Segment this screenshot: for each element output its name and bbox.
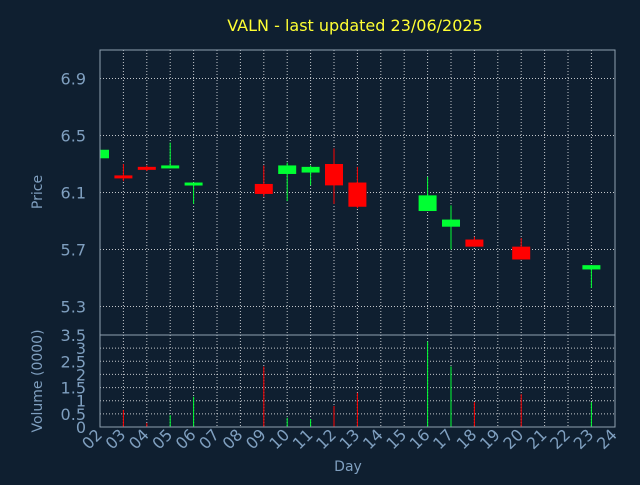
volume-tick-label: 3.5 bbox=[61, 326, 86, 345]
candle-body bbox=[442, 219, 460, 227]
candle-13 bbox=[348, 166, 367, 209]
candle-03 bbox=[114, 164, 133, 182]
candle-body bbox=[348, 182, 367, 207]
candle-body bbox=[512, 246, 531, 260]
price-grid bbox=[100, 50, 615, 335]
price-tick-label: 6.5 bbox=[61, 127, 86, 146]
candle-body bbox=[254, 183, 273, 194]
candle-body bbox=[278, 165, 297, 174]
candle-17 bbox=[442, 205, 460, 250]
price-tick-label: 5.7 bbox=[61, 241, 86, 260]
candle-02 bbox=[99, 149, 109, 159]
chart-title: VALN - last updated 23/06/2025 bbox=[227, 16, 482, 35]
volume-bars bbox=[122, 341, 592, 427]
volume-axis-label: Volume (0000) bbox=[30, 329, 46, 432]
volume-y-ticks: 3.532.521.510.50 bbox=[61, 326, 86, 437]
candle-16 bbox=[418, 176, 437, 212]
volume-plot-frame bbox=[99, 334, 616, 428]
volume-tick-label: 1 bbox=[76, 392, 86, 411]
volume-grid bbox=[100, 335, 615, 427]
candle-body bbox=[137, 166, 156, 170]
candle-body bbox=[184, 182, 203, 186]
candle-23 bbox=[582, 265, 601, 288]
candle-05 bbox=[161, 142, 180, 169]
candle-04 bbox=[137, 165, 156, 172]
candle-18 bbox=[465, 236, 484, 247]
x-axis-label: Day bbox=[334, 459, 362, 475]
candle-body bbox=[582, 265, 601, 270]
candle-09 bbox=[254, 165, 273, 197]
volume-tick-label: 1.5 bbox=[61, 379, 86, 398]
candle-body bbox=[418, 195, 437, 212]
x-axis-ticks: 0203040506070809101112131415161718192021… bbox=[78, 425, 621, 453]
price-axis-label: Price bbox=[30, 175, 46, 209]
candle-20 bbox=[512, 238, 531, 260]
volume-tick-label: 2.5 bbox=[61, 352, 86, 371]
price-tick-label: 6.1 bbox=[61, 184, 86, 203]
price-y-ticks: 6.9 6.5 6.1 5.7 5.3 bbox=[61, 70, 86, 317]
candle-body bbox=[114, 175, 133, 179]
candle-body bbox=[301, 166, 320, 173]
candle-12 bbox=[325, 148, 343, 204]
candle-11 bbox=[301, 165, 320, 186]
candle-body bbox=[465, 239, 484, 247]
volume-tick-label: 3 bbox=[76, 339, 86, 358]
candle-body bbox=[161, 165, 180, 169]
candle-body bbox=[100, 149, 109, 159]
price-tick-label: 6.9 bbox=[61, 70, 86, 89]
volume-tick-label: 2 bbox=[76, 365, 86, 384]
volume-tick-label: 0 bbox=[76, 418, 86, 437]
candle-10 bbox=[278, 162, 297, 202]
candle-body bbox=[325, 164, 343, 186]
candles bbox=[99, 142, 601, 288]
candle-06 bbox=[184, 182, 203, 204]
volume-tick-label: 0.5 bbox=[61, 405, 86, 424]
price-tick-label: 5.3 bbox=[61, 298, 86, 317]
